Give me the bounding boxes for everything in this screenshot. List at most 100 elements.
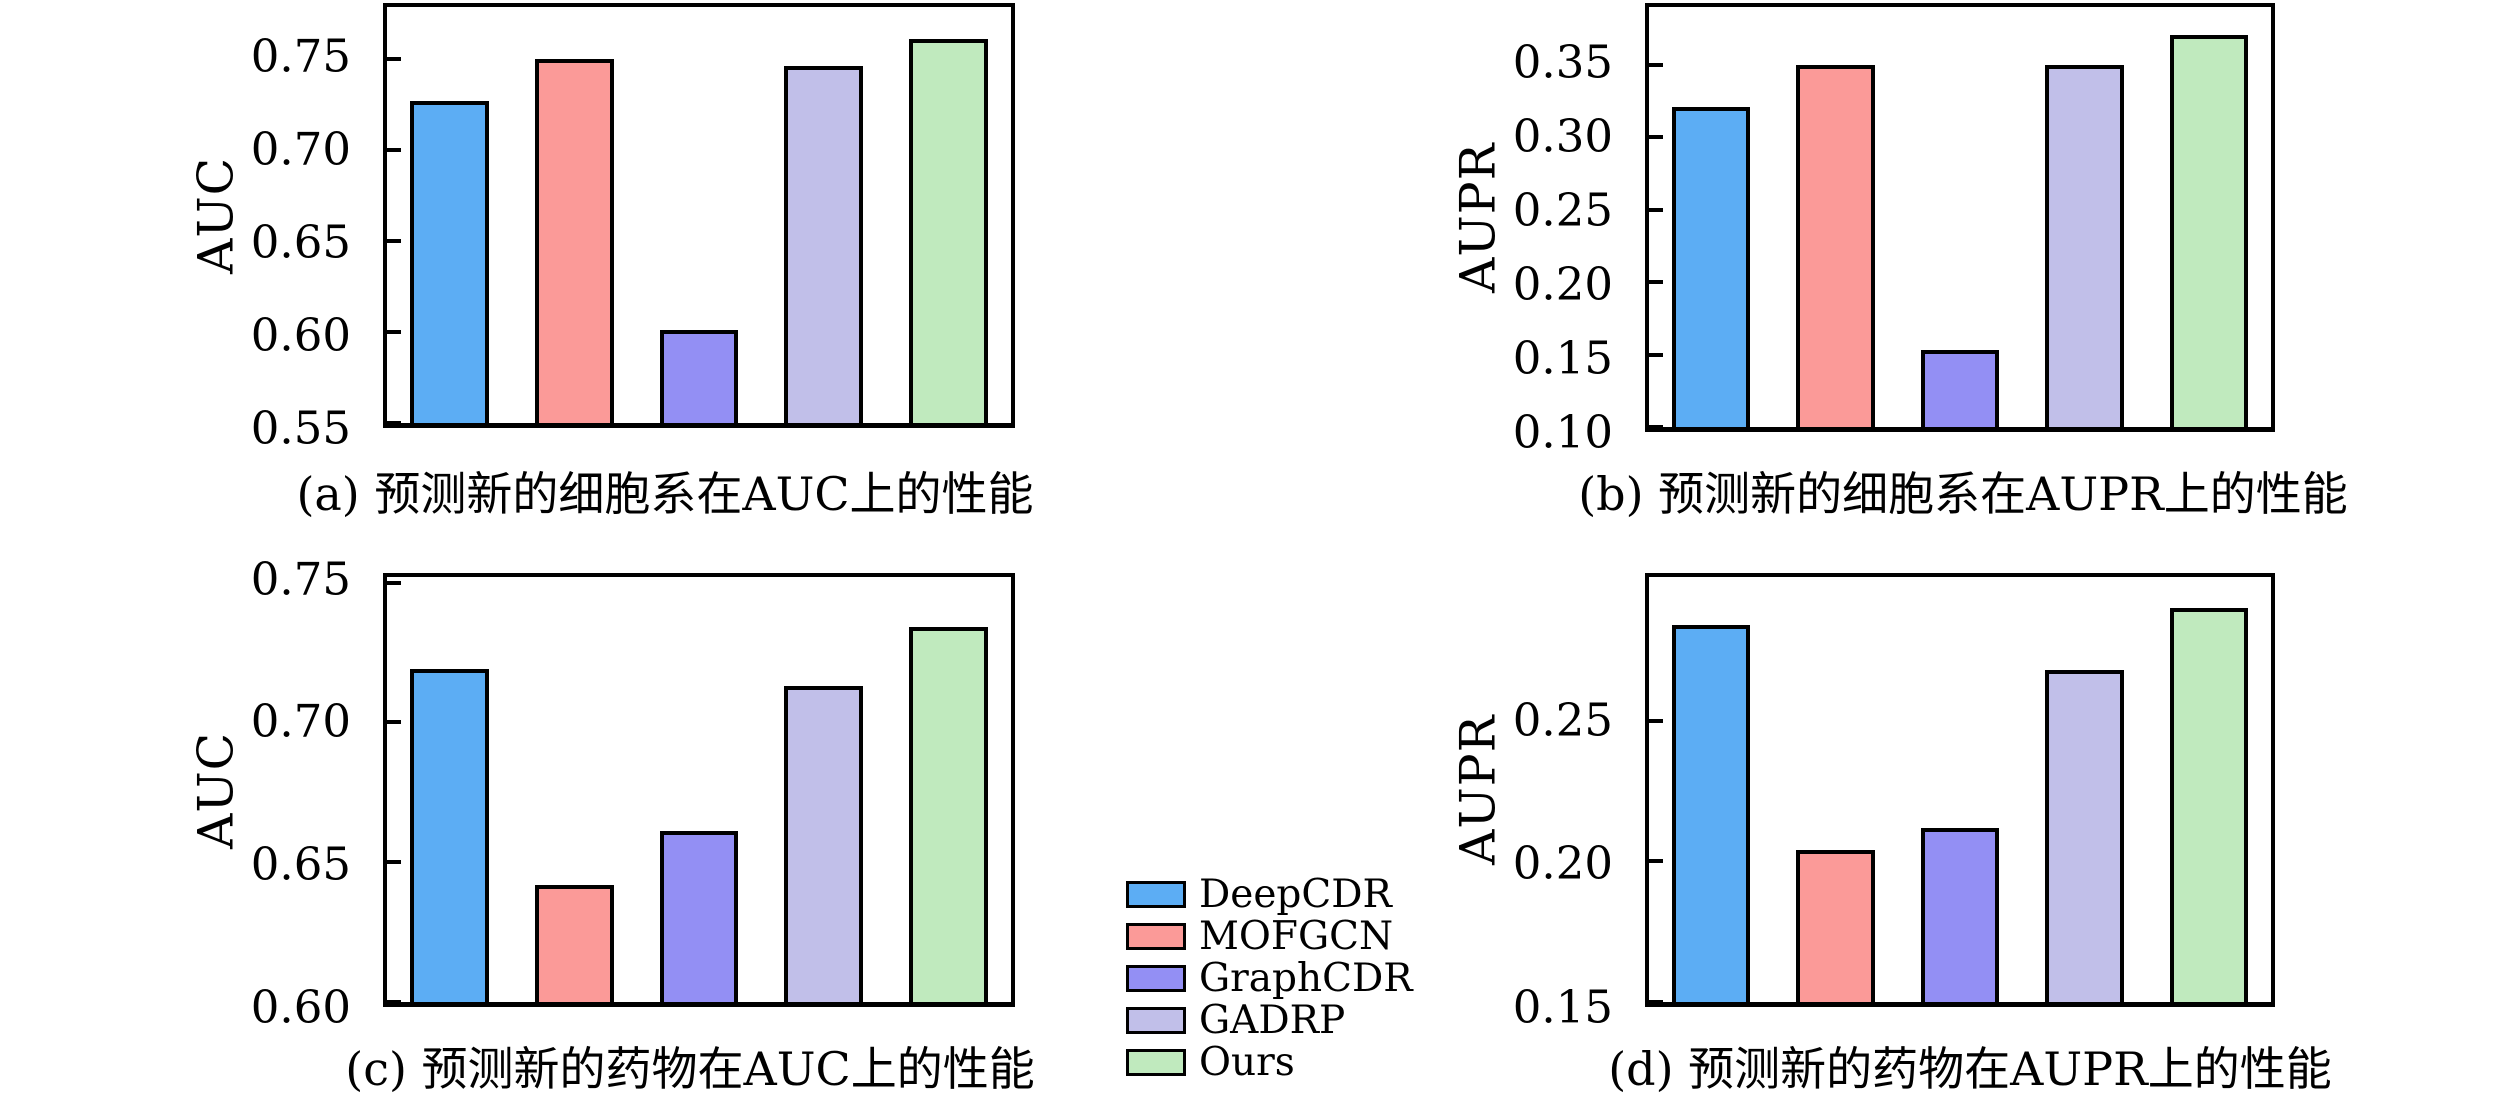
y-tick-label: 0.20 (1512, 257, 1613, 311)
bar-slot (2147, 7, 2271, 427)
legend: DeepCDR MOFGCN GraphCDR GADRP Ours (1126, 873, 1413, 1083)
bar-group (387, 577, 1011, 1002)
y-tick-mark (387, 720, 401, 725)
y-tick-label: 0.25 (1512, 183, 1613, 237)
legend-item: Ours (1126, 1041, 1413, 1083)
legend-swatch-mofgcn (1126, 922, 1186, 950)
bar-mofgcn (1796, 64, 1875, 427)
plot-area (383, 3, 1015, 428)
plot-area (1645, 573, 2275, 1007)
y-axis-label: AUPR (1449, 714, 1507, 866)
panel-caption: (b) 预测新的细胞系在AUPR上的性能 (1578, 467, 2348, 521)
bar-slot (1898, 577, 2022, 1002)
legend-item: GADRP (1126, 999, 1413, 1041)
y-tick-label: 0.65 (250, 215, 351, 269)
bar-group (387, 7, 1011, 423)
bar-deepcdr (1672, 106, 1751, 427)
y-tick-label: 0.60 (250, 980, 351, 1034)
y-tick-mark (1649, 425, 1663, 429)
y-tick-label: 0.15 (1512, 980, 1613, 1034)
bar-mofgcn (534, 58, 614, 423)
bar-slot (387, 577, 512, 1002)
bar-slot (1773, 577, 1897, 1002)
y-tick-mark (387, 580, 401, 585)
bar-slot (387, 7, 512, 423)
bar-slot (761, 7, 886, 423)
y-tick-mark (387, 329, 401, 334)
bar-slot (637, 577, 762, 1002)
bar-group (1649, 577, 2271, 1002)
plot-area (383, 573, 1015, 1007)
bar-gadrp (784, 686, 864, 1002)
bar-slot (1773, 7, 1897, 427)
y-tick-label: 0.60 (250, 308, 351, 362)
legend-swatch-deepcdr (1126, 880, 1186, 908)
y-tick-marks (1649, 7, 2271, 429)
y-tick-mark (1649, 1000, 1663, 1004)
y-tick-labels: 0.15 0.20 0.25 (1413, 573, 1613, 1029)
y-tick-label: 0.25 (1512, 693, 1613, 747)
bar-slot (512, 7, 637, 423)
panel-caption: (d) 预测新的药物在AUPR上的性能 (1608, 1042, 2332, 1096)
y-tick-mark (1649, 352, 1663, 357)
bar-slot (2022, 577, 2146, 1002)
bar-slot (886, 7, 1011, 423)
plot-area (1645, 3, 2275, 432)
y-tick-labels: 0.55 0.60 0.65 0.70 0.75 (151, 3, 351, 451)
legend-label: MOFGCN (1199, 913, 1394, 959)
bar-gadrp (784, 66, 864, 423)
bar-ours (2169, 607, 2249, 1002)
bar-ours (909, 38, 988, 423)
y-tick-marks (387, 577, 1011, 1004)
y-tick-label: 0.75 (250, 552, 351, 606)
y-tick-label: 0.70 (250, 122, 351, 176)
y-tick-mark (387, 421, 401, 425)
legend-swatch-ours (1126, 1048, 1186, 1076)
y-tick-mark (387, 238, 401, 243)
y-tick-mark (387, 1000, 401, 1004)
bar-slot (761, 577, 886, 1002)
bar-deepcdr (1672, 624, 1751, 1002)
bar-slot (1649, 577, 1773, 1002)
panel-caption: (a) 预测新的细胞系在AUC上的性能 (296, 467, 1034, 521)
bar-graphcdr (1920, 350, 2000, 427)
y-axis-label: AUC (187, 731, 245, 849)
y-tick-mark (1649, 859, 1663, 864)
y-tick-mark (387, 147, 401, 152)
bar-slot (886, 577, 1011, 1002)
bar-deepcdr (410, 100, 489, 423)
y-tick-label: 0.70 (250, 694, 351, 748)
y-tick-mark (1649, 207, 1663, 212)
bar-mofgcn (1796, 850, 1875, 1002)
y-tick-marks (1649, 577, 2271, 1004)
legend-item: DeepCDR (1126, 873, 1413, 915)
bar-slot (512, 577, 637, 1002)
legend-item: MOFGCN (1126, 915, 1413, 957)
y-tick-mark (1649, 718, 1663, 723)
bar-slot (637, 7, 762, 423)
y-tick-label: 0.10 (1512, 405, 1613, 459)
legend-label: DeepCDR (1199, 871, 1392, 917)
legend-label: GADRP (1199, 997, 1346, 1043)
y-tick-label: 0.35 (1512, 35, 1613, 89)
y-tick-labels: 0.60 0.65 0.70 0.75 (151, 556, 351, 1029)
legend-label: GraphCDR (1199, 955, 1413, 1001)
y-axis-label: AUPR (1449, 142, 1507, 293)
bar-slot (2022, 7, 2146, 427)
legend-swatch-graphcdr (1126, 964, 1186, 992)
bar-slot (2147, 577, 2271, 1002)
bar-deepcdr (410, 669, 489, 1002)
y-tick-label: 0.15 (1512, 331, 1613, 385)
y-tick-label: 0.75 (250, 29, 351, 83)
y-tick-mark (387, 860, 401, 865)
legend-item: GraphCDR (1126, 957, 1413, 999)
bar-graphcdr (1920, 827, 2000, 1002)
y-tick-label: 0.20 (1512, 836, 1613, 890)
bar-slot (1649, 7, 1773, 427)
y-tick-label: 0.55 (250, 401, 351, 455)
panel-caption: (c) 预测新的药物在AUC上的性能 (345, 1042, 1035, 1096)
bar-graphcdr (659, 831, 739, 1002)
bar-graphcdr (659, 330, 739, 423)
y-tick-mark (1649, 135, 1663, 140)
